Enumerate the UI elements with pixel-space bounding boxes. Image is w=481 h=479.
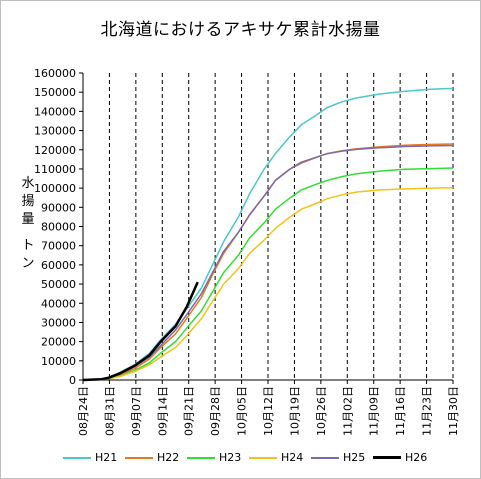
legend-item-h23: H23 [187, 451, 241, 464]
legend-label: H26 [405, 451, 428, 464]
x-tick-label: 08月31日 [103, 386, 116, 436]
y-tick-label: 160000 [34, 67, 76, 80]
y-tick-label: 110000 [34, 163, 76, 176]
y-tick-label: 10000 [41, 355, 76, 368]
legend-item-h21: H21 [63, 451, 117, 464]
y-tick-label: 70000 [41, 240, 76, 253]
x-tick-label: 10月12日 [262, 386, 275, 436]
legend-label: H21 [95, 451, 118, 464]
y-axis-label-char: 揚 [21, 194, 35, 209]
legend-label: H23 [219, 451, 242, 464]
legend-swatch [63, 456, 91, 459]
chart-title: 北海道におけるアキサケ累計水揚量 [100, 20, 381, 40]
y-tick-label: 0 [69, 374, 76, 387]
y-tick-label: 120000 [34, 144, 76, 157]
legend-swatch [249, 456, 277, 459]
y-tick-label: 80000 [41, 221, 76, 234]
series-line-h24 [82, 186, 454, 381]
x-tick-label: 11月30日 [447, 386, 460, 436]
y-tick-label: 90000 [41, 201, 76, 214]
y-tick-label: 50000 [41, 278, 76, 291]
y-axis-unit-char: ト [21, 238, 35, 253]
series-line-h26 [82, 281, 199, 382]
x-tick-label: 08月24日 [77, 386, 90, 436]
x-tick-label: 09月21日 [183, 386, 196, 436]
x-tick-label: 11月09日 [368, 386, 381, 436]
x-tick-label: 11月02日 [341, 386, 354, 436]
legend-label: H25 [343, 451, 366, 464]
legend-swatch [125, 456, 153, 459]
y-tick-label: 140000 [34, 105, 76, 118]
legend-label: H24 [281, 451, 304, 464]
x-tick-label: 10月26日 [315, 386, 328, 436]
legend-swatch [373, 456, 401, 459]
legend-swatch [187, 456, 215, 459]
legend-label: H22 [157, 451, 180, 464]
y-tick-label: 20000 [41, 336, 76, 349]
x-tick-label: 09月28日 [209, 386, 222, 436]
y-axis-label: 水 揚 量 ト ン [20, 175, 36, 273]
y-axis-label-char: 水 [21, 176, 35, 191]
y-tick-label: 150000 [34, 86, 76, 99]
x-tick-label: 09月14日 [156, 386, 169, 436]
x-tick-label: 11月23日 [421, 386, 434, 436]
y-tick-label: 40000 [41, 297, 76, 310]
y-tick-label: 100000 [34, 182, 76, 195]
y-tick-label: 30000 [41, 316, 76, 329]
legend-item-h25: H25 [311, 451, 365, 464]
y-axis-label-char: 量 [21, 212, 35, 227]
y-tick-label: 130000 [34, 125, 76, 138]
series-line-h23 [82, 167, 454, 381]
x-tick-label: 10月05日 [236, 386, 249, 436]
legend-item-h22: H22 [125, 451, 179, 464]
x-tick-label: 09月07日 [130, 386, 143, 436]
y-tick-label: 60000 [41, 259, 76, 272]
x-tick-label: 11月16日 [394, 386, 407, 436]
legend-swatch [311, 456, 339, 459]
legend-item-h24: H24 [249, 451, 303, 464]
x-tick-label: 10月19日 [288, 386, 301, 436]
legend-item-h26: H26 [373, 451, 427, 464]
y-axis-unit-char: ン [21, 256, 35, 271]
